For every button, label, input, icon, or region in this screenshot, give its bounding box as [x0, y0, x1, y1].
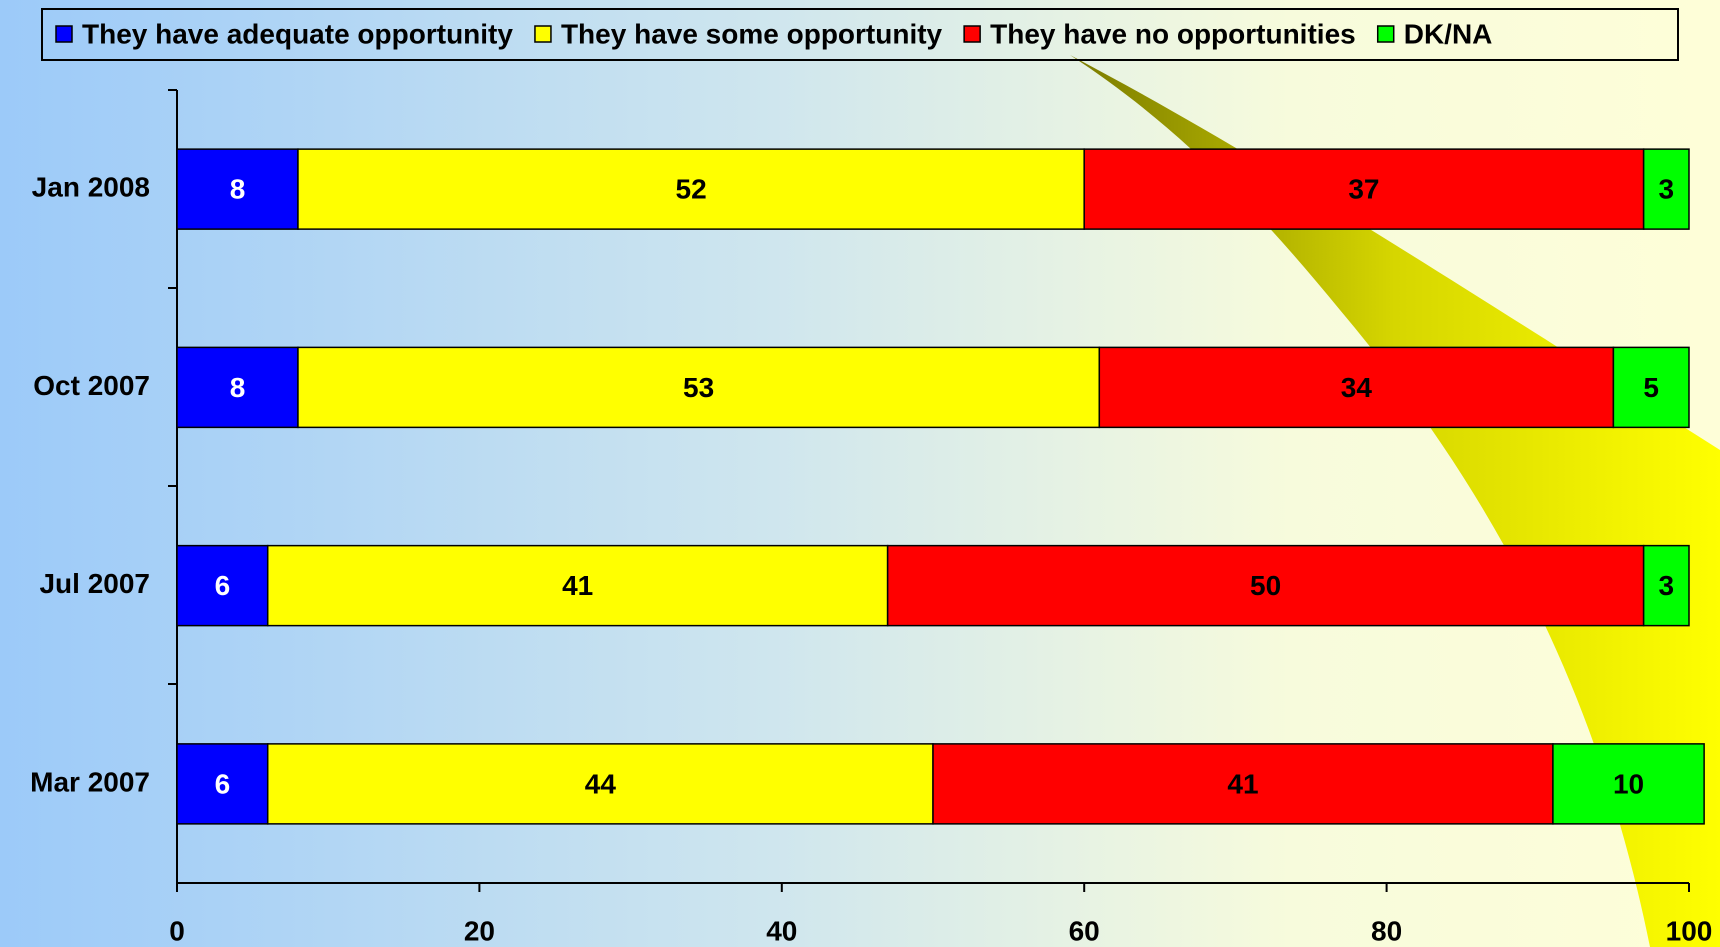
legend-label: DK/NA — [1404, 18, 1493, 49]
decor-swoosh — [1070, 55, 1720, 947]
value-label: 3 — [1659, 570, 1675, 601]
bar-segment — [1642, 544, 1690, 627]
legend-swatch — [963, 25, 981, 43]
legend-label: They have no opportunities — [990, 18, 1356, 49]
value-label: 41 — [1227, 768, 1258, 799]
value-label: 41 — [562, 570, 593, 601]
y-tick-label: Jul 2007 — [39, 568, 150, 599]
legend-swatch — [55, 25, 73, 43]
x-tick-label: 80 — [1371, 915, 1402, 946]
value-label: 50 — [1250, 570, 1281, 601]
bar-segment — [1612, 346, 1690, 429]
legend-swatch — [534, 25, 552, 43]
legend-swatch — [1376, 25, 1395, 43]
bar-segment — [1642, 148, 1690, 230]
bar-segment — [176, 544, 269, 627]
value-label: 37 — [1348, 174, 1379, 205]
bar-segment — [297, 346, 1101, 429]
x-tick-label: 20 — [464, 915, 495, 946]
y-tick-label: Jan 2008 — [32, 172, 150, 203]
bar-segment — [1098, 346, 1615, 429]
x-tick-label: 40 — [766, 915, 797, 946]
value-label: 8 — [230, 372, 246, 403]
y-tick-label: Oct 2007 — [33, 370, 150, 401]
value-label: 53 — [683, 372, 714, 403]
bar-segment — [176, 148, 299, 230]
value-label: 3 — [1659, 174, 1675, 205]
bar-segment — [1083, 148, 1645, 230]
value-label: 5 — [1643, 372, 1659, 403]
x-tick-label: 100 — [1666, 915, 1713, 946]
value-label: 6 — [215, 570, 231, 601]
bar-segment — [266, 544, 889, 627]
legend-box — [41, 8, 1679, 61]
value-label: 6 — [215, 768, 231, 799]
value-label: 10 — [1613, 768, 1644, 799]
x-tick-label: 60 — [1069, 915, 1100, 946]
bar-segment — [886, 544, 1645, 627]
bar-segment — [1552, 743, 1705, 825]
value-label: 34 — [1341, 372, 1373, 403]
bar-segment — [297, 148, 1085, 230]
value-label: 44 — [585, 768, 617, 799]
y-tick-label: Mar 2007 — [30, 766, 150, 797]
value-label: 8 — [230, 174, 246, 205]
category-ticks — [168, 89, 177, 685]
value-label: 52 — [676, 174, 707, 205]
legend-label: They have adequate opportunity — [82, 18, 513, 49]
bar-segment — [932, 743, 1554, 825]
legend-label: They have some opportunity — [561, 18, 943, 49]
x-tick-label: 0 — [169, 915, 185, 946]
